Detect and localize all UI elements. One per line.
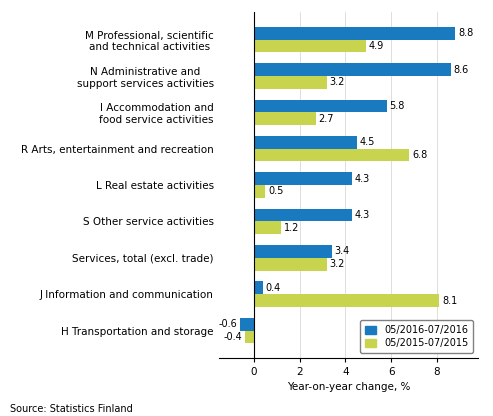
Text: 4.3: 4.3 bbox=[355, 174, 370, 184]
Bar bbox=[254, 40, 366, 52]
Text: 8.1: 8.1 bbox=[442, 295, 458, 305]
Text: 0.5: 0.5 bbox=[268, 186, 283, 196]
Text: 8.8: 8.8 bbox=[458, 28, 473, 38]
Text: 1.2: 1.2 bbox=[284, 223, 299, 233]
Text: 3.2: 3.2 bbox=[330, 77, 345, 87]
Bar bbox=[254, 221, 281, 234]
Text: 5.8: 5.8 bbox=[389, 101, 405, 111]
Text: -0.4: -0.4 bbox=[223, 332, 242, 342]
Text: 4.9: 4.9 bbox=[369, 41, 384, 51]
Text: 4.3: 4.3 bbox=[355, 210, 370, 220]
Bar bbox=[254, 100, 387, 112]
Text: 2.7: 2.7 bbox=[318, 114, 334, 124]
Bar bbox=[240, 318, 254, 330]
Text: 4.5: 4.5 bbox=[359, 137, 375, 147]
Bar bbox=[254, 245, 332, 258]
Bar bbox=[254, 209, 352, 221]
Bar bbox=[254, 136, 357, 149]
Text: Source: Statistics Finland: Source: Statistics Finland bbox=[10, 404, 133, 414]
Legend: 05/2016-07/2016, 05/2015-07/2015: 05/2016-07/2016, 05/2015-07/2015 bbox=[360, 320, 473, 353]
Bar bbox=[254, 282, 263, 294]
Bar bbox=[254, 172, 352, 185]
Text: 3.4: 3.4 bbox=[334, 246, 350, 256]
Text: 3.2: 3.2 bbox=[330, 259, 345, 269]
Text: 6.8: 6.8 bbox=[412, 150, 427, 160]
Bar bbox=[254, 112, 316, 125]
Bar bbox=[254, 27, 456, 40]
Bar bbox=[254, 185, 265, 198]
Bar bbox=[254, 258, 327, 270]
Bar bbox=[254, 294, 439, 307]
Bar bbox=[254, 149, 410, 161]
Text: 8.6: 8.6 bbox=[454, 65, 469, 75]
Text: 0.4: 0.4 bbox=[266, 283, 281, 293]
Bar bbox=[254, 63, 451, 76]
Bar bbox=[254, 76, 327, 89]
Text: -0.6: -0.6 bbox=[218, 319, 237, 329]
X-axis label: Year-on-year change, %: Year-on-year change, % bbox=[287, 382, 411, 392]
Bar bbox=[245, 330, 254, 343]
